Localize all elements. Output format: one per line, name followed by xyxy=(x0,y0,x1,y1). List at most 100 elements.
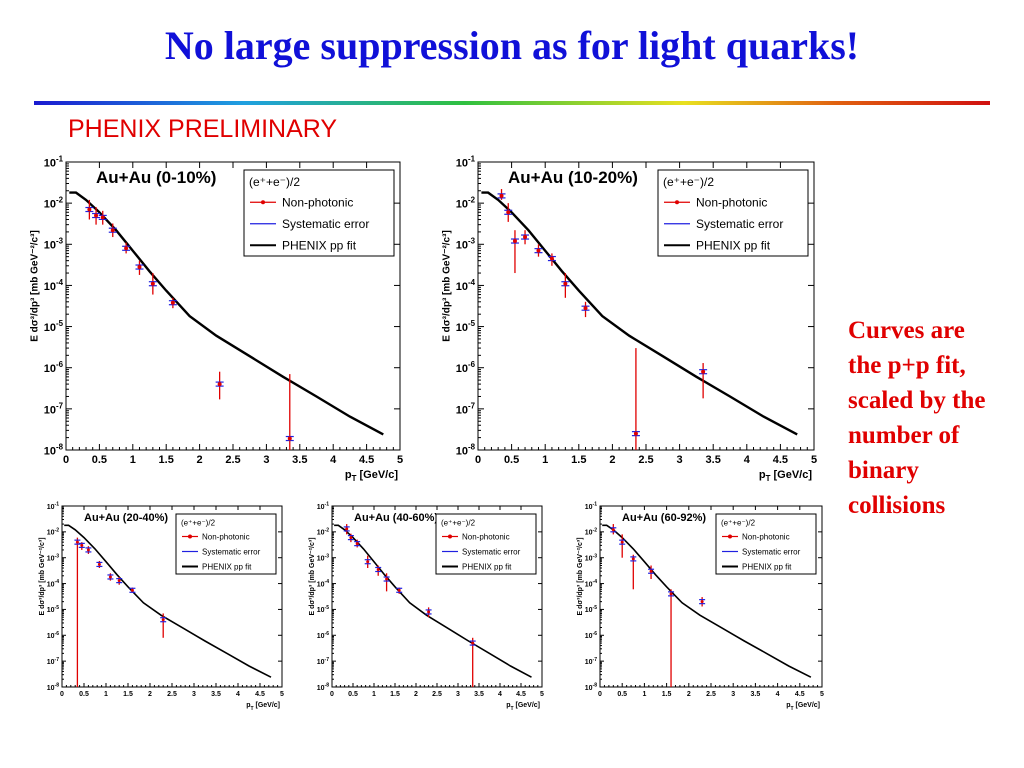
data-marker xyxy=(669,592,673,596)
x-tick-label: 2.5 xyxy=(167,691,177,698)
x-tick-label: 1 xyxy=(642,691,646,698)
x-tick-label: 4.5 xyxy=(773,454,788,466)
pp-fit-curve xyxy=(481,191,798,436)
x-tick-label: 0.5 xyxy=(617,691,627,698)
data-point xyxy=(354,539,361,548)
legend-entry: Systematic error xyxy=(282,217,369,231)
data-point xyxy=(364,555,371,569)
data-point xyxy=(668,589,675,687)
x-tick-label: 3.5 xyxy=(474,691,484,698)
x-tick-label: 3 xyxy=(192,691,196,698)
data-marker xyxy=(549,256,554,261)
legend-marker xyxy=(188,534,192,539)
y-tick-label: 10-4 xyxy=(44,278,64,293)
legend-title: (e⁺+e⁻)/2 xyxy=(441,518,476,527)
legend-entry: Systematic error xyxy=(696,217,783,231)
y-tick-label: 10-8 xyxy=(44,442,64,457)
y-tick-label: 10-1 xyxy=(44,154,64,169)
data-point xyxy=(497,189,506,200)
legend-entry: Non-photonic xyxy=(696,195,767,209)
y-tick-label: 10-5 xyxy=(585,605,597,614)
x-tick-label: 0.5 xyxy=(348,691,358,698)
data-point xyxy=(107,573,114,581)
legend: (e⁺+e⁻)/2 Non-photonic Systematic error PHE… xyxy=(435,513,537,575)
data-point xyxy=(215,371,224,400)
legend-title: (e⁺+e⁻)/2 xyxy=(663,175,714,189)
data-marker xyxy=(649,569,653,573)
x-tick-label: 0 xyxy=(598,691,602,698)
data-marker xyxy=(633,431,638,436)
chart-panel-20-40: 0 0.5 1 1.5 2 2.5 3 3.5 4 4.5 5 10-8 10-7 10-6 10-5 10-… xyxy=(36,497,292,713)
data-marker xyxy=(506,210,511,215)
data-marker xyxy=(471,641,475,645)
legend-entry: PHENIX pp fit xyxy=(282,238,357,252)
x-tick-label: 0.5 xyxy=(79,691,89,698)
data-point xyxy=(648,565,655,580)
x-tick-label: 3.5 xyxy=(211,691,221,698)
y-tick-label: 10-6 xyxy=(317,631,329,640)
x-tick-label: 4 xyxy=(236,691,240,698)
x-axis-label: pT [GeV/c] xyxy=(506,702,540,712)
data-marker xyxy=(366,560,370,564)
x-tick-label: 4.5 xyxy=(359,454,374,466)
y-tick-label: 10-5 xyxy=(44,319,64,334)
data-marker xyxy=(583,306,588,311)
x-tick-label: 1 xyxy=(372,691,376,698)
y-tick-label: 10-8 xyxy=(456,442,476,457)
x-tick-label: 0 xyxy=(475,454,481,466)
y-tick-label: 10-4 xyxy=(585,579,597,588)
legend-entry: Non-photonic xyxy=(742,532,790,541)
data-point xyxy=(699,363,708,399)
y-tick-label: 10-3 xyxy=(44,237,64,252)
x-tick-label: 2.5 xyxy=(432,691,442,698)
data-marker xyxy=(397,588,401,592)
y-tick-label: 10-7 xyxy=(47,657,59,666)
y-tick-label: 10-1 xyxy=(585,502,597,511)
data-marker xyxy=(80,543,84,547)
data-point xyxy=(285,374,294,450)
legend-entry: Systematic error xyxy=(462,547,521,556)
x-tick-label: 1 xyxy=(130,454,136,466)
data-point xyxy=(581,301,590,318)
x-tick-label: 1.5 xyxy=(571,454,586,466)
centrality-label: Au+Au (0-10%) xyxy=(96,168,216,187)
data-marker xyxy=(611,528,615,532)
note-line: collisions xyxy=(848,492,946,519)
chart-svg: 0 0.5 1 1.5 2 2.5 3 3.5 4 4.5 5 10-8 10-7 10-6 10-5 10-… xyxy=(29,154,403,483)
y-tick-label: 10-7 xyxy=(585,657,597,666)
legend: (e⁺+e⁻)/2 Non-photonic Systematic error PHE… xyxy=(715,513,817,575)
x-tick-label: 5 xyxy=(397,454,403,466)
data-point xyxy=(168,297,177,309)
legend: (e⁺+e⁻)/2 Non-photonic Systematic error PHE… xyxy=(657,169,809,257)
legend-marker xyxy=(728,534,732,539)
x-axis-label: pT [GeV/c] xyxy=(759,469,812,483)
note-line: scaled by the xyxy=(848,387,986,414)
data-marker xyxy=(523,235,528,240)
data-point xyxy=(78,542,85,550)
x-tick-label: 2 xyxy=(197,454,203,466)
data-point xyxy=(129,587,136,593)
x-tick-label: 5 xyxy=(540,691,544,698)
x-tick-label: 0 xyxy=(60,691,64,698)
data-marker xyxy=(124,246,129,251)
data-point xyxy=(343,524,350,535)
x-axis-label: pT [GeV/c] xyxy=(345,469,398,483)
data-point xyxy=(631,348,640,450)
x-tick-label: 4.5 xyxy=(516,691,526,698)
x-tick-label: 1.5 xyxy=(123,691,133,698)
data-point xyxy=(396,587,403,594)
data-point xyxy=(347,533,354,543)
data-point xyxy=(561,273,570,298)
data-point xyxy=(96,560,103,569)
x-tick-label: 1.5 xyxy=(662,691,672,698)
data-marker xyxy=(385,577,389,581)
x-tick-label: 4 xyxy=(776,691,780,698)
data-marker xyxy=(170,300,175,305)
y-tick-label: 10-1 xyxy=(317,502,329,511)
legend-title: (e⁺+e⁻)/2 xyxy=(181,518,216,527)
x-tick-label: 5 xyxy=(820,691,824,698)
data-marker xyxy=(355,542,359,546)
legend-marker xyxy=(448,534,452,539)
data-point xyxy=(122,242,131,254)
x-tick-label: 2 xyxy=(414,691,418,698)
